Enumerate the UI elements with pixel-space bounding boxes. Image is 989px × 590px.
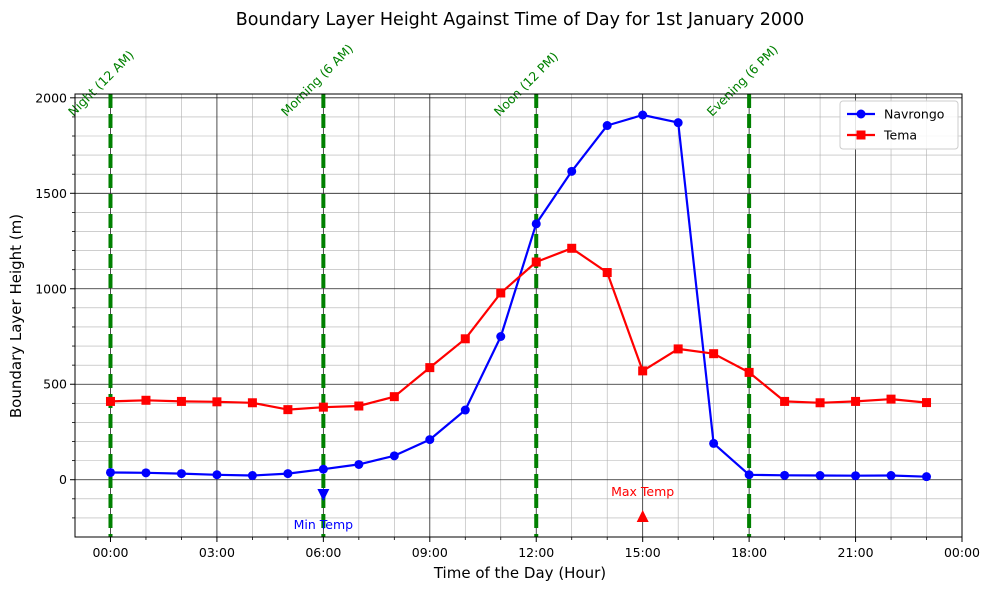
grid — [75, 94, 963, 537]
data-point — [709, 349, 719, 359]
data-point — [318, 402, 328, 412]
data-point — [283, 405, 293, 415]
legend-swatch-marker — [856, 130, 866, 140]
legend: Navrongo Tema — [839, 100, 959, 150]
x-tick-label: 06:00 — [305, 545, 341, 560]
data-point — [673, 118, 683, 128]
data-point — [602, 268, 612, 278]
data-point — [744, 470, 754, 480]
x-tick-label: 03:00 — [199, 545, 235, 560]
annotations: Min Temp Max Temp — [294, 484, 675, 532]
data-point — [851, 471, 861, 481]
data-point — [886, 394, 896, 404]
x-tick-label: 00:00 — [944, 545, 980, 560]
annotation-label: Max Temp — [611, 484, 674, 499]
data-point — [815, 398, 825, 408]
data-point — [709, 438, 719, 448]
data-point — [176, 396, 186, 406]
data-point — [105, 467, 115, 477]
data-point — [318, 464, 328, 474]
y-tick-label: 0 — [59, 472, 67, 487]
data-point — [496, 332, 506, 342]
data-point — [638, 366, 648, 376]
data-point — [389, 451, 399, 461]
data-point — [425, 435, 435, 445]
data-point — [815, 471, 825, 481]
data-point — [141, 468, 151, 478]
data-point — [354, 401, 364, 411]
series-line — [110, 247, 927, 411]
data-point — [886, 471, 896, 481]
data-point — [567, 166, 577, 176]
data-point — [176, 469, 186, 479]
period-line-label: Night (12 AM) — [65, 47, 137, 119]
data-point — [460, 405, 470, 415]
series-line — [110, 113, 927, 478]
period-line-label: Evening (6 PM) — [704, 42, 781, 119]
data-point — [744, 367, 754, 377]
y-tick-label: 2000 — [35, 90, 67, 105]
data-point — [283, 469, 293, 479]
period-line-label: Noon (12 PM) — [491, 49, 561, 119]
period-line-label: Morning (6 AM) — [278, 41, 356, 119]
annotation-marker — [317, 488, 330, 501]
data-point — [531, 219, 541, 229]
data-point — [780, 396, 790, 406]
data-point — [354, 459, 364, 469]
y-tick-label: 500 — [43, 377, 67, 392]
x-axis-label: Time of the Day (Hour) — [433, 564, 606, 582]
data-point — [780, 470, 790, 480]
plot-area-frame — [74, 93, 963, 538]
series-lines — [105, 110, 932, 482]
chart-title: Boundary Layer Height Against Time of Da… — [236, 10, 805, 30]
data-point — [922, 398, 932, 408]
data-point — [567, 243, 577, 253]
data-point — [602, 121, 612, 131]
x-tick-label: 21:00 — [838, 545, 874, 560]
data-point — [638, 110, 648, 120]
y-axis-label: Boundary Layer Height (m) — [7, 214, 25, 418]
data-point — [105, 396, 115, 406]
data-point — [496, 288, 506, 298]
x-tick-label: 12:00 — [518, 545, 554, 560]
data-point — [141, 395, 151, 405]
data-point — [389, 392, 399, 402]
annotation-label: Min Temp — [294, 517, 354, 532]
x-tick-label: 18:00 — [731, 545, 767, 560]
data-point — [851, 396, 861, 406]
data-point — [460, 334, 470, 344]
x-tick-label: 00:00 — [92, 545, 128, 560]
data-point — [922, 472, 932, 482]
axes: 00:00 03:00 06:00 09:00 12:00 15:00 18:00 21:00… — [35, 90, 980, 560]
y-tick-label: 1000 — [35, 281, 67, 296]
data-point — [425, 363, 435, 373]
x-tick-label: 15:00 — [625, 545, 661, 560]
y-tick-label: 1500 — [35, 186, 67, 201]
data-point — [531, 257, 541, 267]
legend-label: Navrongo — [884, 107, 944, 122]
data-point — [212, 397, 222, 407]
x-tick-label: 09:00 — [412, 545, 448, 560]
legend-label: Tema — [883, 128, 917, 143]
data-point — [673, 344, 683, 354]
data-point — [247, 398, 257, 408]
annotation-marker — [636, 509, 649, 522]
data-point — [247, 471, 257, 481]
legend-swatch-marker — [856, 109, 866, 119]
data-point — [212, 470, 222, 480]
